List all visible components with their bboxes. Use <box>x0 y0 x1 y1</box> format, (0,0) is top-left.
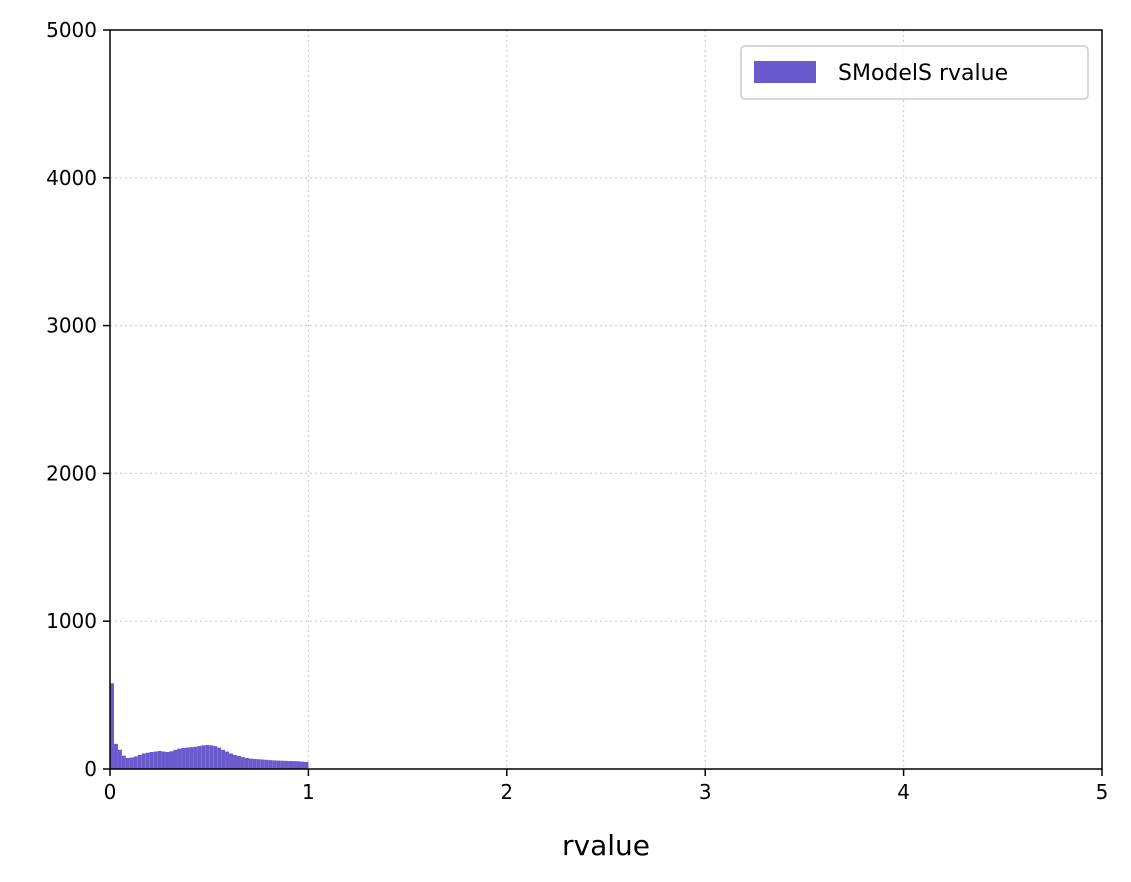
histogram-bar <box>157 750 162 769</box>
x-tick-label: 1 <box>302 780 315 804</box>
x-tick-label: 4 <box>897 780 910 804</box>
histogram-bar <box>169 751 174 769</box>
histogram-bar <box>173 749 178 769</box>
x-tick-label: 2 <box>500 780 513 804</box>
histogram-bar <box>113 743 118 769</box>
histogram-bar <box>177 748 182 769</box>
y-axis-ticks: 0 1000 2000 3000 4000 5000 <box>46 18 110 781</box>
histogram-bar <box>225 751 230 769</box>
histogram-bar <box>110 683 114 769</box>
legend-box <box>740 45 1089 100</box>
x-axis-ticks: 0 1 2 3 4 5 <box>104 769 1109 804</box>
histogram-bar <box>121 755 126 769</box>
legend: SModelS rvalue <box>740 45 1089 100</box>
histogram-bar <box>300 761 305 769</box>
plot-frame <box>109 29 1103 770</box>
histogram-bar <box>229 753 234 769</box>
histogram-bar <box>284 760 289 769</box>
x-axis-title: rvalue <box>562 829 650 862</box>
histogram-bar <box>129 757 134 769</box>
histogram-bar <box>209 745 214 769</box>
histogram-bar <box>185 747 190 769</box>
histogram-bar <box>240 757 245 769</box>
histogram-bar <box>201 745 206 769</box>
legend-label: SModelS rvalue <box>838 61 1008 86</box>
histogram-bar <box>288 761 293 769</box>
y-tick-label: 0 <box>84 757 97 781</box>
histogram-bar <box>248 758 253 769</box>
histogram-bar <box>236 755 241 769</box>
y-tick-label: 3000 <box>46 314 97 338</box>
grid-lines <box>110 30 1102 769</box>
histogram-bar <box>133 756 138 769</box>
histogram-bar <box>165 752 170 769</box>
histogram-bar <box>256 759 261 769</box>
histogram-bar <box>189 747 194 769</box>
histogram-bar <box>217 747 222 769</box>
histogram-bar <box>145 752 150 769</box>
histogram-bar <box>125 757 130 769</box>
x-tick-label: 0 <box>104 780 117 804</box>
histogram-bar <box>280 760 285 769</box>
y-tick-label: 4000 <box>46 166 97 190</box>
histogram-bar <box>221 749 226 769</box>
histogram-bar <box>205 745 210 769</box>
histogram-bar <box>193 746 198 769</box>
histogram-bar <box>260 759 265 769</box>
histogram-bar <box>244 757 249 769</box>
y-tick-label: 2000 <box>46 461 97 485</box>
histogram-bar <box>268 760 273 769</box>
histogram-bar <box>264 759 269 769</box>
histogram-bar <box>149 752 154 769</box>
histogram-bar <box>213 746 218 769</box>
histogram-bar <box>197 746 202 769</box>
x-tick-label: 3 <box>699 780 712 804</box>
histogram-bars <box>110 683 309 769</box>
histogram-bar <box>304 761 309 769</box>
histogram-bar <box>296 761 301 769</box>
histogram-bar <box>292 761 297 769</box>
histogram-bar <box>141 753 146 769</box>
histogram-bar <box>137 754 142 769</box>
histogram-bar <box>161 751 166 769</box>
histogram-bar <box>153 751 158 769</box>
y-tick-label: 5000 <box>46 18 97 42</box>
x-tick-label: 5 <box>1096 780 1109 804</box>
histogram-bar <box>276 760 281 769</box>
histogram-bar <box>181 748 186 769</box>
y-tick-label: 1000 <box>46 609 97 633</box>
histogram-bar <box>117 749 122 769</box>
histogram-bar <box>272 760 277 769</box>
legend-swatch <box>754 61 816 83</box>
histogram-bar <box>252 758 257 769</box>
histogram-bar <box>233 754 237 769</box>
